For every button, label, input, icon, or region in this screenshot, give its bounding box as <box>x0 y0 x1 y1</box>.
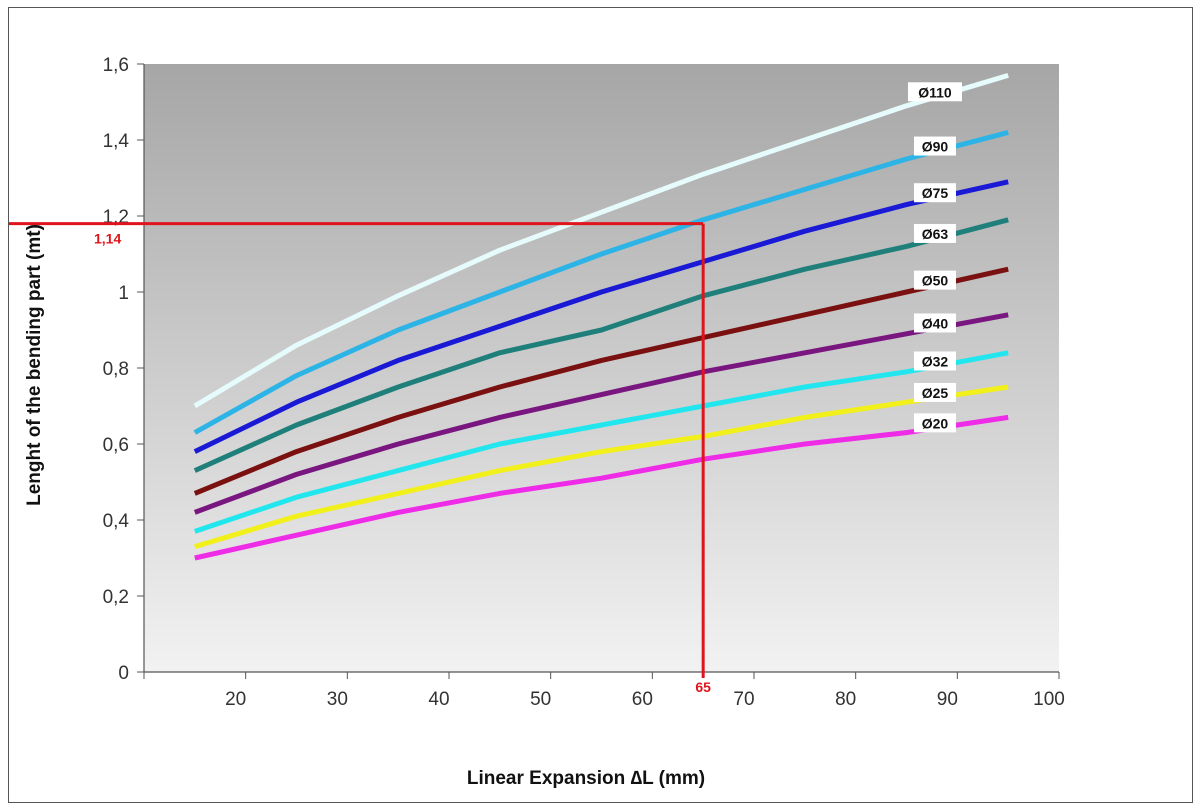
axes: 00,20,40,60,811,21,41,620 30 40 50 60 70 80 90 1… <box>103 55 1065 710</box>
series-line <box>193 129 1009 435</box>
series-label: Ø32 <box>922 353 949 369</box>
series-label: Ø90 <box>922 139 949 155</box>
series-line <box>194 384 1009 549</box>
x-tick-label: 60 <box>632 689 653 710</box>
series-label-bg <box>913 382 956 402</box>
plot-area <box>144 64 1059 672</box>
series-label: Ø50 <box>922 273 949 289</box>
series-label-bg <box>913 183 956 203</box>
y-tick-label: 0,2 <box>103 587 129 608</box>
x-tick-label: 70 <box>733 689 754 710</box>
y-tick-label: 0,4 <box>103 511 130 532</box>
series-line <box>193 266 1009 496</box>
x-tick-label: 50 <box>530 689 551 710</box>
x-tick-label: 40 <box>428 689 449 710</box>
annotation-y-label: 1,14 <box>94 231 121 247</box>
y-tick-label: 0,6 <box>103 435 129 456</box>
series-line <box>194 414 1009 561</box>
series-label-bg <box>913 413 956 433</box>
series-line <box>193 312 1009 515</box>
series-label-bg <box>907 82 962 102</box>
series-line <box>193 217 1009 473</box>
series-label-bg <box>913 136 956 156</box>
series-label: Ø40 <box>922 315 949 331</box>
series-line <box>193 179 1009 454</box>
x-tick-label: 20 <box>225 689 246 710</box>
series-label: Ø25 <box>922 385 949 401</box>
series-label: Ø63 <box>922 226 949 242</box>
series-label-bg <box>913 313 956 333</box>
y-tick-label: 0 <box>118 663 129 684</box>
x-tick-label: 90 <box>937 689 958 710</box>
annotation-layer: 1,14 65 <box>9 222 711 695</box>
y-tick-label: 0,8 <box>103 359 129 380</box>
series-line <box>194 350 1009 534</box>
y-tick-label: 1 <box>118 283 129 304</box>
y-tick-label: 1,4 <box>103 131 130 152</box>
series-layer <box>193 73 1009 561</box>
x-tick-label: 100 <box>1033 689 1065 710</box>
y-axis-title: Lenght of the bending part (mt) <box>24 224 45 506</box>
chart: 00,20,40,60,811,21,41,620 30 40 50 60 70 80 90 1… <box>9 55 1065 789</box>
series-label-bg <box>913 270 956 290</box>
y-tick-label: 1,6 <box>103 55 129 76</box>
series-label-bg <box>913 351 956 371</box>
x-tick-label: 80 <box>835 689 856 710</box>
x-tick-label: 30 <box>327 689 348 710</box>
series-label: Ø110 <box>918 84 952 100</box>
chart-frame: 0 0,2 0,4 0,6 0,8 1 1,2 1,4 1,6 20 30 40 50 60 70 80 90 1… <box>8 7 1193 803</box>
series-label: Ø20 <box>922 415 949 431</box>
series-label: Ø75 <box>922 185 949 201</box>
x-axis-title: Linear Expansion ∆L (mm) <box>467 768 705 789</box>
series-label-bg <box>913 223 956 243</box>
series-labels: Ø110 Ø90 Ø75 Ø63 Ø50 Ø40 Ø32 Ø25 Ø20 <box>907 82 962 433</box>
series-line <box>193 73 1009 409</box>
annotation-x-label: 65 <box>695 679 711 695</box>
